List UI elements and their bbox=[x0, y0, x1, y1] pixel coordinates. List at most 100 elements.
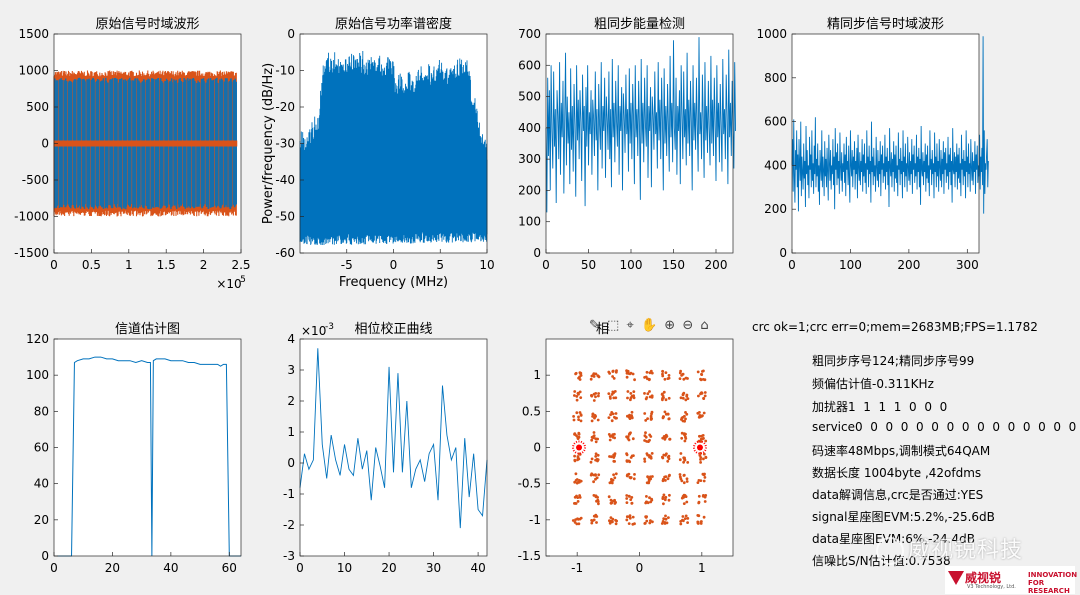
param-line: 加扰器1 1 1 1 0 0 0 bbox=[812, 400, 948, 414]
ax7-point bbox=[696, 521, 700, 525]
ax7-point bbox=[647, 477, 651, 481]
ax7-point bbox=[700, 434, 703, 438]
ax6-xtick-label: 10 bbox=[337, 561, 352, 575]
ax7-point bbox=[678, 371, 682, 375]
ax7-point bbox=[684, 514, 688, 518]
ax7-point bbox=[596, 498, 600, 502]
ax7-point bbox=[577, 522, 581, 526]
ax7-point bbox=[613, 476, 617, 480]
ax7-point bbox=[699, 458, 702, 461]
ax7-point bbox=[702, 396, 705, 400]
ax6-ytick-label: 4 bbox=[287, 332, 295, 346]
ax7-point bbox=[666, 455, 670, 459]
ax7-point bbox=[610, 477, 613, 481]
status-line: crc ok=1;crc err=0;mem=2683MB;FPS=1.1782 bbox=[752, 320, 1038, 334]
ax7-point bbox=[704, 455, 708, 459]
ax7-point bbox=[629, 456, 633, 459]
ax7-point bbox=[643, 392, 646, 395]
axes-toolbar[interactable]: ✎ ⬚ ⌖ ✋ ⊕ ⊖ ⌂ bbox=[589, 318, 712, 336]
ax7-point bbox=[680, 431, 684, 435]
ax6-axes-frame bbox=[299, 338, 488, 557]
ax7-point bbox=[667, 374, 671, 377]
ax7-point bbox=[573, 459, 577, 463]
ax7-point bbox=[650, 497, 653, 501]
ax7-point bbox=[628, 415, 632, 418]
ax6-plot-area bbox=[300, 339, 487, 556]
ax7-point bbox=[682, 502, 686, 505]
ax7-point bbox=[627, 522, 631, 525]
pan-icon[interactable]: ✋ bbox=[640, 318, 658, 333]
ax7-point bbox=[680, 374, 683, 377]
ax7-point bbox=[594, 395, 597, 399]
param-line: 数据长度 1004byte ,42ofdms bbox=[812, 466, 982, 480]
ax7-point bbox=[683, 414, 686, 418]
ax7-point bbox=[685, 480, 689, 483]
ax7-point bbox=[632, 396, 636, 400]
ax7-point bbox=[665, 452, 668, 456]
ax7-point bbox=[699, 479, 703, 482]
ax7-point bbox=[645, 495, 648, 498]
ax7-point bbox=[696, 370, 700, 374]
ax7-point bbox=[631, 437, 635, 441]
ax7-point bbox=[630, 416, 634, 420]
ax3-xtick-label: 0 bbox=[542, 258, 550, 272]
ax6-exponent-label: ×10 bbox=[301, 324, 326, 338]
ax7-point bbox=[663, 498, 667, 502]
ax7-point bbox=[666, 412, 670, 416]
ax1-xtick-label: 1.5 bbox=[157, 258, 176, 272]
ax7-point bbox=[609, 397, 612, 400]
ax7-point bbox=[612, 459, 616, 463]
ax7-point bbox=[667, 498, 671, 502]
ax7-point bbox=[681, 515, 685, 518]
ax7-ytick-label: 0 bbox=[533, 441, 541, 455]
ax5-ytick-label: 40 bbox=[34, 477, 49, 491]
ax7-point bbox=[700, 414, 704, 418]
ax7-point bbox=[646, 475, 649, 479]
ax7-point bbox=[683, 439, 687, 443]
ax7-point bbox=[593, 416, 596, 420]
ax1-xtick-label: 0 bbox=[50, 258, 58, 272]
ax7-point bbox=[579, 371, 583, 375]
ax7-point bbox=[573, 454, 576, 458]
ax7-point bbox=[611, 517, 615, 521]
ax7-point bbox=[703, 391, 707, 394]
ax1-ytick-label: 500 bbox=[26, 100, 49, 114]
ax7-point bbox=[649, 519, 652, 522]
ax2-ytick-label: -10 bbox=[275, 64, 295, 78]
ax7-point bbox=[678, 377, 682, 380]
ax7-point bbox=[609, 516, 613, 519]
ax7-point bbox=[627, 494, 631, 498]
ax3-axes-frame bbox=[545, 33, 734, 254]
ax7-point bbox=[647, 479, 651, 483]
home-icon[interactable]: ⌂ bbox=[700, 318, 709, 333]
zoom-in-icon[interactable]: ⊕ bbox=[664, 318, 676, 333]
ax7-point bbox=[661, 456, 665, 460]
rotate-icon[interactable]: ⌖ bbox=[626, 318, 634, 333]
ax7-point bbox=[597, 392, 600, 395]
company-logo: 威视锐 V3 Technology, Ltd. INNOVATION FOR RE… bbox=[945, 566, 1077, 595]
ax7-point bbox=[684, 411, 687, 414]
data-tip-icon[interactable]: ⬚ bbox=[607, 318, 620, 333]
ax1-ytick-label: 1500 bbox=[18, 27, 49, 41]
ax7-point bbox=[592, 494, 596, 497]
ax3-series-line bbox=[545, 37, 736, 213]
ax2-xtick-label: 10 bbox=[479, 258, 494, 272]
ax7-point bbox=[663, 410, 667, 414]
brush-icon[interactable]: ✎ bbox=[589, 318, 600, 333]
ax7-point bbox=[592, 399, 596, 402]
ax7-point bbox=[680, 479, 684, 483]
ax7-point bbox=[682, 377, 686, 381]
ax7-point bbox=[681, 396, 685, 400]
ax7-point bbox=[703, 476, 707, 479]
ax7-point bbox=[661, 372, 664, 376]
ax7-point bbox=[590, 521, 594, 525]
ax7-point bbox=[614, 412, 618, 415]
ax7-point bbox=[702, 369, 705, 373]
wechat-icon bbox=[876, 537, 904, 565]
ax7-ytick-label: 0.5 bbox=[522, 404, 541, 418]
ax6-ytick-label: 1 bbox=[287, 425, 295, 439]
ax4-axes-frame bbox=[791, 33, 980, 254]
zoom-out-icon[interactable]: ⊖ bbox=[682, 318, 694, 333]
ax7-point bbox=[650, 371, 654, 375]
ax7-point bbox=[682, 519, 685, 523]
